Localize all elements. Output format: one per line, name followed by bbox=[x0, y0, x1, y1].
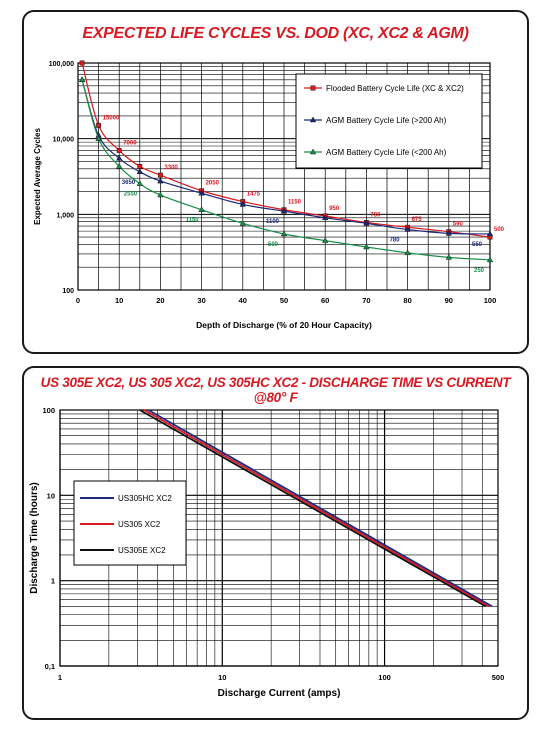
data-label: 1150 bbox=[288, 200, 302, 206]
data-point bbox=[116, 154, 123, 161]
data-label: 500 bbox=[494, 227, 505, 233]
data-label: 15000 bbox=[103, 115, 120, 121]
cycle-life-chart: 0 10 20 30 40 50 60 70 80 90 100 100,000 10,000 1,000… bbox=[33, 60, 505, 330]
data-label: 950 bbox=[329, 206, 340, 212]
discharge-chart-title: US 305E XC2, US 305 XC2, US 305HC XC2 - … bbox=[40, 375, 511, 405]
y-tick-label: 100 bbox=[42, 406, 55, 415]
data-point bbox=[280, 230, 288, 237]
y-tick-label: 100,000 bbox=[49, 61, 74, 68]
x-tick-label: 500 bbox=[492, 673, 505, 682]
data-point bbox=[322, 237, 329, 243]
x-tick-label: 100 bbox=[378, 673, 391, 682]
x-tick-label: 90 bbox=[445, 296, 453, 305]
series-line bbox=[147, 409, 493, 608]
data-point bbox=[239, 219, 246, 226]
x-tick-label: 10 bbox=[218, 673, 226, 682]
data-point bbox=[280, 207, 288, 214]
legend-swatch-marker bbox=[309, 148, 317, 155]
data-point bbox=[486, 230, 494, 237]
cycle-life-chart-title: EXPECTED LIFE CYCLES VS. DOD (XC, XC2 & … bbox=[82, 25, 469, 42]
data-point bbox=[404, 226, 411, 232]
data-point bbox=[239, 201, 246, 207]
y-tick-label: 10,000 bbox=[53, 137, 75, 144]
data-point bbox=[198, 189, 205, 196]
y-tick-label: 0,1 bbox=[45, 662, 55, 671]
data-label: 1475 bbox=[247, 192, 261, 198]
data-point bbox=[198, 206, 205, 212]
data-point bbox=[96, 122, 102, 128]
data-label: 550 bbox=[472, 242, 483, 248]
legend-label: US305E XC2 bbox=[118, 546, 166, 555]
data-label: 780 bbox=[370, 212, 381, 218]
data-point bbox=[136, 180, 143, 186]
x-tick-label: 10 bbox=[115, 296, 123, 305]
cycle-life-chart-panel: EXPECTED LIFE CYCLES VS. DOD (XC, XC2 & … bbox=[22, 10, 529, 354]
legend-label: US305 XC2 bbox=[118, 520, 161, 529]
legend-box bbox=[295, 73, 483, 169]
data-point bbox=[137, 164, 143, 169]
data-point bbox=[486, 256, 494, 263]
data-point bbox=[445, 253, 452, 260]
y-tick-label: 100 bbox=[62, 288, 74, 295]
x-tick-label: 60 bbox=[321, 296, 329, 305]
data-point bbox=[157, 191, 164, 198]
data-label: 590 bbox=[453, 222, 464, 228]
legend-label: AGM Battery Cycle Life (>200 Ah) bbox=[326, 116, 447, 125]
legend-label: AGM Battery Cycle Life (<200 Ah) bbox=[326, 148, 447, 157]
x-axis-label: Discharge Current (amps) bbox=[218, 688, 341, 699]
data-label: 675 bbox=[412, 217, 423, 223]
data-label: 1100 bbox=[266, 219, 280, 225]
legend-swatch-marker bbox=[310, 85, 316, 91]
x-tick-label: 30 bbox=[197, 296, 205, 305]
data-label: 7000 bbox=[123, 140, 137, 146]
data-label: 3300 bbox=[164, 165, 178, 171]
data-point bbox=[363, 219, 370, 226]
data-point bbox=[136, 168, 143, 174]
data-label: 1150 bbox=[186, 218, 200, 224]
x-tick-label: 1 bbox=[58, 673, 62, 682]
data-label: 3650 bbox=[122, 180, 136, 186]
x-axis-label: Depth of Discharge (% of 20 Hour Capacit… bbox=[196, 320, 372, 330]
data-point bbox=[116, 147, 122, 153]
y-tick-label: 1 bbox=[51, 577, 55, 586]
data-label: 2550 bbox=[124, 192, 138, 198]
x-tick-label: 70 bbox=[362, 296, 370, 305]
data-point bbox=[363, 243, 370, 250]
data-point bbox=[157, 177, 164, 184]
data-point bbox=[404, 249, 411, 256]
y-tick-label: 10 bbox=[47, 491, 55, 500]
y-axis-label: Expected Average Cycles bbox=[33, 128, 42, 225]
x-tick-label: 100 bbox=[484, 296, 497, 305]
data-point bbox=[157, 172, 163, 178]
plot-frame bbox=[77, 62, 491, 291]
series-line bbox=[143, 409, 490, 608]
x-tick-label: 20 bbox=[156, 296, 164, 305]
plot-frame bbox=[59, 409, 499, 667]
data-point bbox=[79, 60, 85, 66]
series-line bbox=[139, 409, 487, 608]
data-point bbox=[445, 229, 452, 236]
legend-label: US305HC XC2 bbox=[118, 494, 172, 503]
data-label: 2050 bbox=[206, 181, 220, 187]
data-label: 250 bbox=[474, 268, 485, 274]
x-tick-label: 40 bbox=[239, 296, 247, 305]
data-label: 780 bbox=[390, 238, 401, 244]
data-point bbox=[116, 162, 123, 169]
data-point bbox=[322, 214, 329, 220]
legend-label: Flooded Battery Cycle Life (XC & XC2) bbox=[326, 84, 464, 93]
data-point bbox=[95, 135, 102, 141]
x-tick-label: 80 bbox=[403, 296, 411, 305]
discharge-chart-panel: US 305E XC2, US 305 XC2, US 305HC XC2 - … bbox=[22, 366, 529, 720]
legend-swatch-marker bbox=[309, 116, 317, 123]
data-point bbox=[78, 76, 86, 82]
y-axis-label: Discharge Time (hours) bbox=[29, 482, 40, 594]
data-label: 500 bbox=[268, 242, 279, 248]
x-tick-label: 50 bbox=[280, 296, 288, 305]
x-tick-label: 0 bbox=[76, 296, 80, 305]
y-tick-label: 1,000 bbox=[56, 212, 74, 219]
